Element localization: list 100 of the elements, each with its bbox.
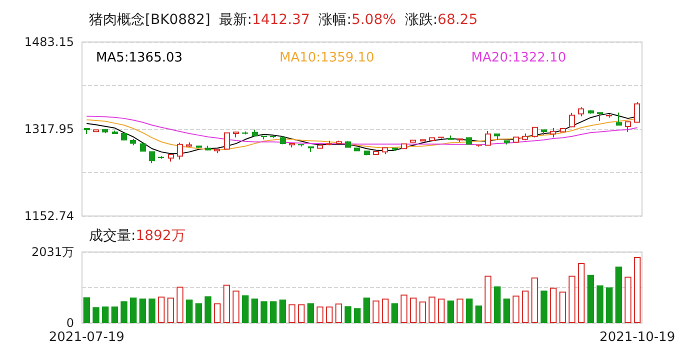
- bar: [540, 290, 548, 323]
- bar: [438, 298, 445, 323]
- candlestick: [345, 140, 351, 148]
- candlestick: [177, 142, 183, 160]
- candlestick: [112, 130, 118, 134]
- candlestick: [401, 143, 407, 150]
- candlestick: [522, 133, 528, 141]
- bar: [260, 301, 268, 323]
- bar: [344, 306, 352, 323]
- candlestick: [569, 112, 575, 128]
- candlestick: [140, 142, 146, 152]
- bar: [130, 298, 137, 323]
- bar: [158, 296, 165, 323]
- bar: [195, 303, 202, 323]
- bar: [120, 301, 128, 323]
- candlestick: [448, 135, 454, 140]
- candlestick: [597, 112, 603, 122]
- candlestick: [616, 112, 622, 126]
- bar: [624, 276, 632, 323]
- bar: [204, 296, 212, 323]
- candlestick: [289, 142, 295, 148]
- bar: [587, 274, 594, 323]
- bar: [550, 288, 557, 323]
- bar: [484, 276, 492, 323]
- bar: [242, 295, 249, 323]
- bar: [382, 298, 389, 323]
- bar: [279, 300, 286, 323]
- bar: [606, 287, 613, 323]
- candlestick: [625, 121, 631, 132]
- bar: [307, 303, 314, 323]
- candlestick: [550, 127, 556, 138]
- candlestick: [373, 150, 379, 156]
- candlestick: [541, 129, 547, 136]
- candlestick: [186, 142, 192, 148]
- candlestick: [588, 110, 594, 114]
- candlestick: [130, 138, 136, 146]
- bar: [83, 297, 90, 323]
- candlestick: [354, 147, 360, 152]
- candlestick: [438, 136, 444, 139]
- candlestick: [578, 106, 584, 117]
- bar: [354, 308, 361, 323]
- bar: [503, 298, 510, 323]
- bar: [92, 307, 100, 323]
- candlestick: [149, 151, 155, 164]
- candlestick: [420, 139, 426, 142]
- y-tick-label: 2031万: [31, 245, 74, 259]
- candlestick: [252, 129, 258, 136]
- candlestick: [224, 132, 230, 150]
- candlestick: [280, 136, 286, 145]
- bar: [102, 306, 109, 323]
- candlestick: [84, 128, 90, 135]
- candlestick: [93, 129, 99, 133]
- candlestick: [392, 147, 398, 152]
- x-tick-label: 2021-10-19: [600, 330, 676, 345]
- y-tick-label: 1152.74: [24, 209, 74, 223]
- candlestick: [121, 132, 127, 142]
- candlestick: [457, 138, 463, 142]
- candlestick: [532, 126, 538, 138]
- chart-title: 猪肉概念[BK0882] 最新:1412.37 涨幅:5.08% 涨跌:68.25: [89, 12, 478, 28]
- candlestick: [476, 144, 482, 148]
- candlestick: [560, 127, 566, 133]
- bar: [363, 298, 370, 323]
- candlestick: [317, 144, 323, 149]
- bar: [326, 306, 333, 323]
- bar: [578, 262, 585, 323]
- candlestick: [382, 147, 388, 155]
- bar: [596, 285, 604, 323]
- x-tick-label: 2021-07-19: [48, 330, 124, 345]
- text: MA5:1365.03: [96, 50, 183, 66]
- bar: [466, 298, 473, 323]
- bar: [251, 298, 258, 323]
- bar: [223, 284, 230, 323]
- bar: [372, 300, 380, 323]
- candlestick: [102, 128, 108, 134]
- bar: [512, 296, 520, 323]
- candlestick: [504, 140, 510, 145]
- bar: [232, 290, 240, 323]
- candlestick: [196, 145, 202, 148]
- candlestick: [214, 148, 220, 154]
- bar: [167, 298, 174, 323]
- bar: [634, 257, 641, 323]
- candlestick: [298, 144, 304, 147]
- bar: [419, 302, 426, 323]
- candlestick: [242, 131, 248, 135]
- bar: [410, 298, 417, 323]
- bar: [298, 304, 305, 323]
- candlestick: [326, 140, 332, 146]
- candlestick: [606, 114, 612, 118]
- candlestick: [494, 133, 500, 140]
- bar: [559, 292, 566, 323]
- candlestick: [513, 136, 519, 144]
- bar: [148, 298, 156, 323]
- text: MA10:1359.10: [280, 50, 374, 66]
- y-tick-label: 0: [66, 316, 74, 330]
- bar: [615, 266, 622, 323]
- candlestick: [336, 140, 342, 144]
- bar: [335, 304, 342, 323]
- candlestick: [485, 130, 491, 146]
- y-tick-label: 1317.95: [24, 122, 74, 136]
- candlestick: [634, 102, 640, 124]
